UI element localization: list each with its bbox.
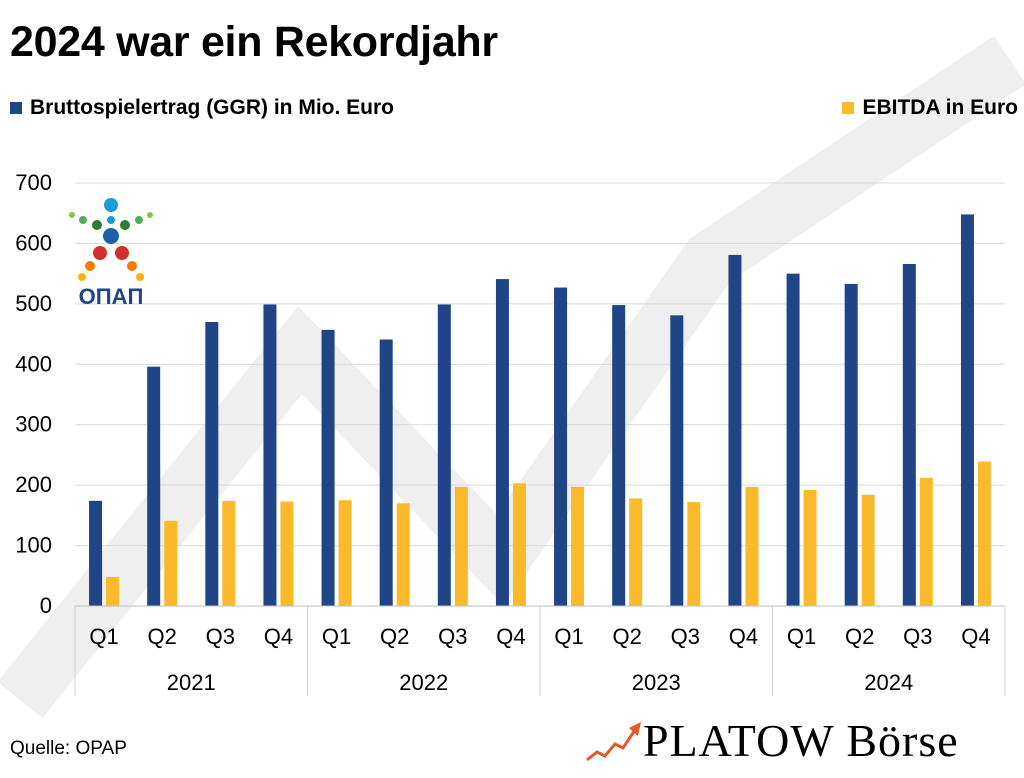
- x-tick-label: Q1: [322, 624, 351, 649]
- bar-ebitda: [629, 498, 643, 606]
- bars: [89, 214, 991, 606]
- bar-ggr: [554, 287, 568, 606]
- legend-item-ggr: Bruttospielertrag (GGR) in Mio. Euro: [10, 96, 394, 120]
- bar-ggr: [844, 283, 858, 606]
- year-group-label: 2024: [864, 670, 913, 695]
- y-tick-label: 300: [15, 412, 52, 437]
- x-tick-label: Q2: [845, 624, 874, 649]
- bar-ggr: [670, 315, 684, 606]
- bar-ggr: [612, 305, 626, 606]
- logo-text: ΟΠΑΠ: [79, 284, 144, 309]
- bar-ggr: [205, 321, 219, 606]
- y-tick-label: 400: [15, 351, 52, 376]
- legend-swatch-ebitda: [842, 102, 855, 114]
- source-note: Quelle: OPAP: [10, 738, 127, 759]
- bar-ggr: [902, 263, 916, 606]
- year-group-label: 2021: [167, 670, 216, 695]
- legend-label-ebitda: EBITDA in Euro: [862, 96, 1018, 119]
- bar-ebitda: [977, 461, 991, 606]
- bar-ebitda: [222, 500, 236, 606]
- y-axis-tick-labels: 0 100 200 300 400 500 600 700: [15, 170, 52, 618]
- bar-ebitda: [338, 500, 352, 606]
- brand-text: PLATOW Börse: [643, 715, 959, 766]
- bar-ggr: [437, 304, 451, 606]
- bar-ggr: [786, 273, 800, 606]
- x-tick-label: Q3: [903, 624, 932, 649]
- bar-ggr: [960, 214, 974, 606]
- x-tick-label: Q4: [496, 624, 525, 649]
- x-tick-label: Q2: [380, 624, 409, 649]
- bar-ggr: [321, 329, 335, 606]
- y-tick-label: 0: [40, 593, 52, 618]
- platow-brand: PLATOW Börse: [585, 716, 959, 764]
- bar-ebitda: [106, 576, 120, 606]
- bar-ebitda: [396, 503, 410, 606]
- bar-ggr: [728, 254, 742, 606]
- legend-swatch-ggr: [10, 102, 22, 114]
- x-tick-label: Q2: [613, 624, 642, 649]
- x-tick-label: Q3: [206, 624, 235, 649]
- y-tick-label: 700: [15, 170, 52, 195]
- bar-ebitda: [861, 494, 875, 606]
- opap-logo: ΟΠΑΠ: [69, 198, 153, 309]
- year-group-label: 2023: [632, 670, 681, 695]
- bar-ebitda: [512, 483, 526, 606]
- bar-ebitda: [164, 520, 178, 606]
- y-tick-label: 600: [15, 230, 52, 255]
- legend-item-ebitda: EBITDA in Euro: [842, 96, 1018, 120]
- bar-ggr: [495, 279, 509, 606]
- legend-label-ggr: Bruttospielertrag (GGR) in Mio. Euro: [30, 96, 395, 119]
- bar-ebitda: [571, 486, 585, 606]
- year-group-label: 2022: [399, 670, 448, 695]
- bar-ebitda: [687, 502, 701, 606]
- bar-ggr: [263, 304, 277, 606]
- x-tick-label: Q3: [438, 624, 467, 649]
- y-tick-label: 100: [15, 533, 52, 558]
- x-tick-label: Q4: [729, 624, 758, 649]
- bar-ebitda: [280, 501, 294, 606]
- chart-title: 2024 war ein Rekordjahr: [10, 18, 498, 66]
- rising-arrow-icon: [586, 722, 641, 762]
- bar-ebitda: [803, 489, 817, 606]
- bar-ggr: [89, 500, 103, 606]
- y-tick-label: 200: [15, 472, 52, 497]
- x-tick-label: Q2: [148, 624, 177, 649]
- bar-ebitda: [454, 486, 468, 606]
- bar-ebitda: [919, 477, 933, 606]
- x-tick-label: Q4: [961, 624, 990, 649]
- y-tick-label: 500: [15, 291, 52, 316]
- bar-ggr: [379, 339, 393, 606]
- bar-ggr: [147, 366, 161, 606]
- x-axis: Q1 Q2 Q3 Q4 Q1 Q2 Q3 Q4 Q1 Q2 Q3 Q4 Q1 Q2 Q3 Q4 2021 2022…: [74, 605, 1006, 696]
- x-tick-label: Q3: [671, 624, 700, 649]
- x-tick-label: Q1: [787, 624, 816, 649]
- x-tick-label: Q1: [554, 624, 583, 649]
- x-tick-label: Q4: [264, 624, 293, 649]
- bar-ebitda: [745, 486, 759, 606]
- x-tick-label: Q1: [89, 624, 118, 649]
